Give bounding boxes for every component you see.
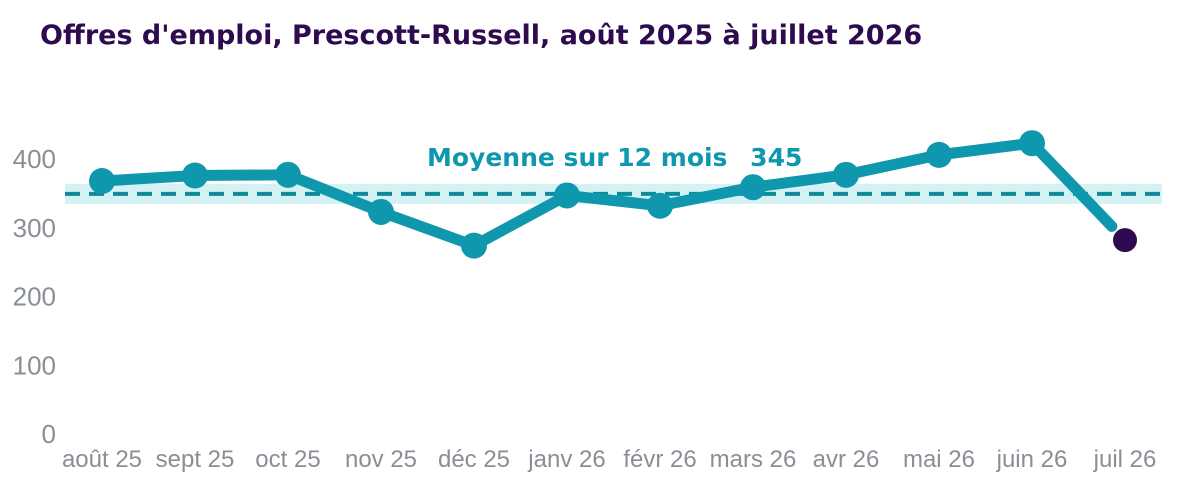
data-point [647, 192, 673, 219]
data-point [461, 232, 487, 259]
y-axis: 0 100 200 300 400 [13, 144, 56, 449]
average-label: Moyenne sur 12 mois 345 [427, 143, 802, 172]
y-tick-label: 300 [13, 213, 56, 243]
y-tick-label: 400 [13, 144, 56, 174]
x-tick-label: déc 25 [438, 446, 510, 473]
average-label-text: Moyenne sur 12 mois [427, 143, 727, 172]
x-tick-label: janv 26 [527, 446, 605, 473]
data-point [926, 141, 952, 168]
data-point [275, 161, 301, 188]
data-point-last [1113, 228, 1137, 253]
data-point [368, 198, 394, 225]
x-tick-label: oct 25 [255, 446, 320, 473]
chart-title: Offres d'emploi, Prescott-Russell, août … [40, 20, 923, 51]
x-tick-label: mars 26 [710, 446, 797, 473]
x-tick-label: juil 26 [1093, 446, 1157, 473]
average-value-label: 345 [750, 143, 802, 172]
series-layer [89, 130, 1137, 259]
x-tick-label: juin 26 [996, 446, 1068, 473]
y-tick-label: 100 [13, 350, 56, 380]
y-tick-label: 200 [13, 282, 56, 312]
y-tick-label: 0 [42, 419, 56, 449]
data-point [740, 174, 766, 201]
x-tick-label: avr 26 [813, 446, 880, 473]
data-point [554, 182, 580, 209]
data-point [833, 161, 859, 188]
x-axis: août 25 sept 25 oct 25 nov 25 déc 25 janv 26 f… [62, 446, 1156, 473]
data-point [1019, 130, 1045, 157]
x-tick-label: sept 25 [156, 446, 235, 473]
x-tick-label: févr 26 [623, 446, 696, 473]
x-tick-label: mai 26 [903, 446, 975, 473]
series-line-last-segment [1026, 137, 1118, 232]
x-tick-label: août 25 [62, 446, 142, 473]
data-point [89, 168, 115, 194]
data-point [182, 162, 208, 189]
x-tick-label: nov 25 [345, 446, 417, 473]
